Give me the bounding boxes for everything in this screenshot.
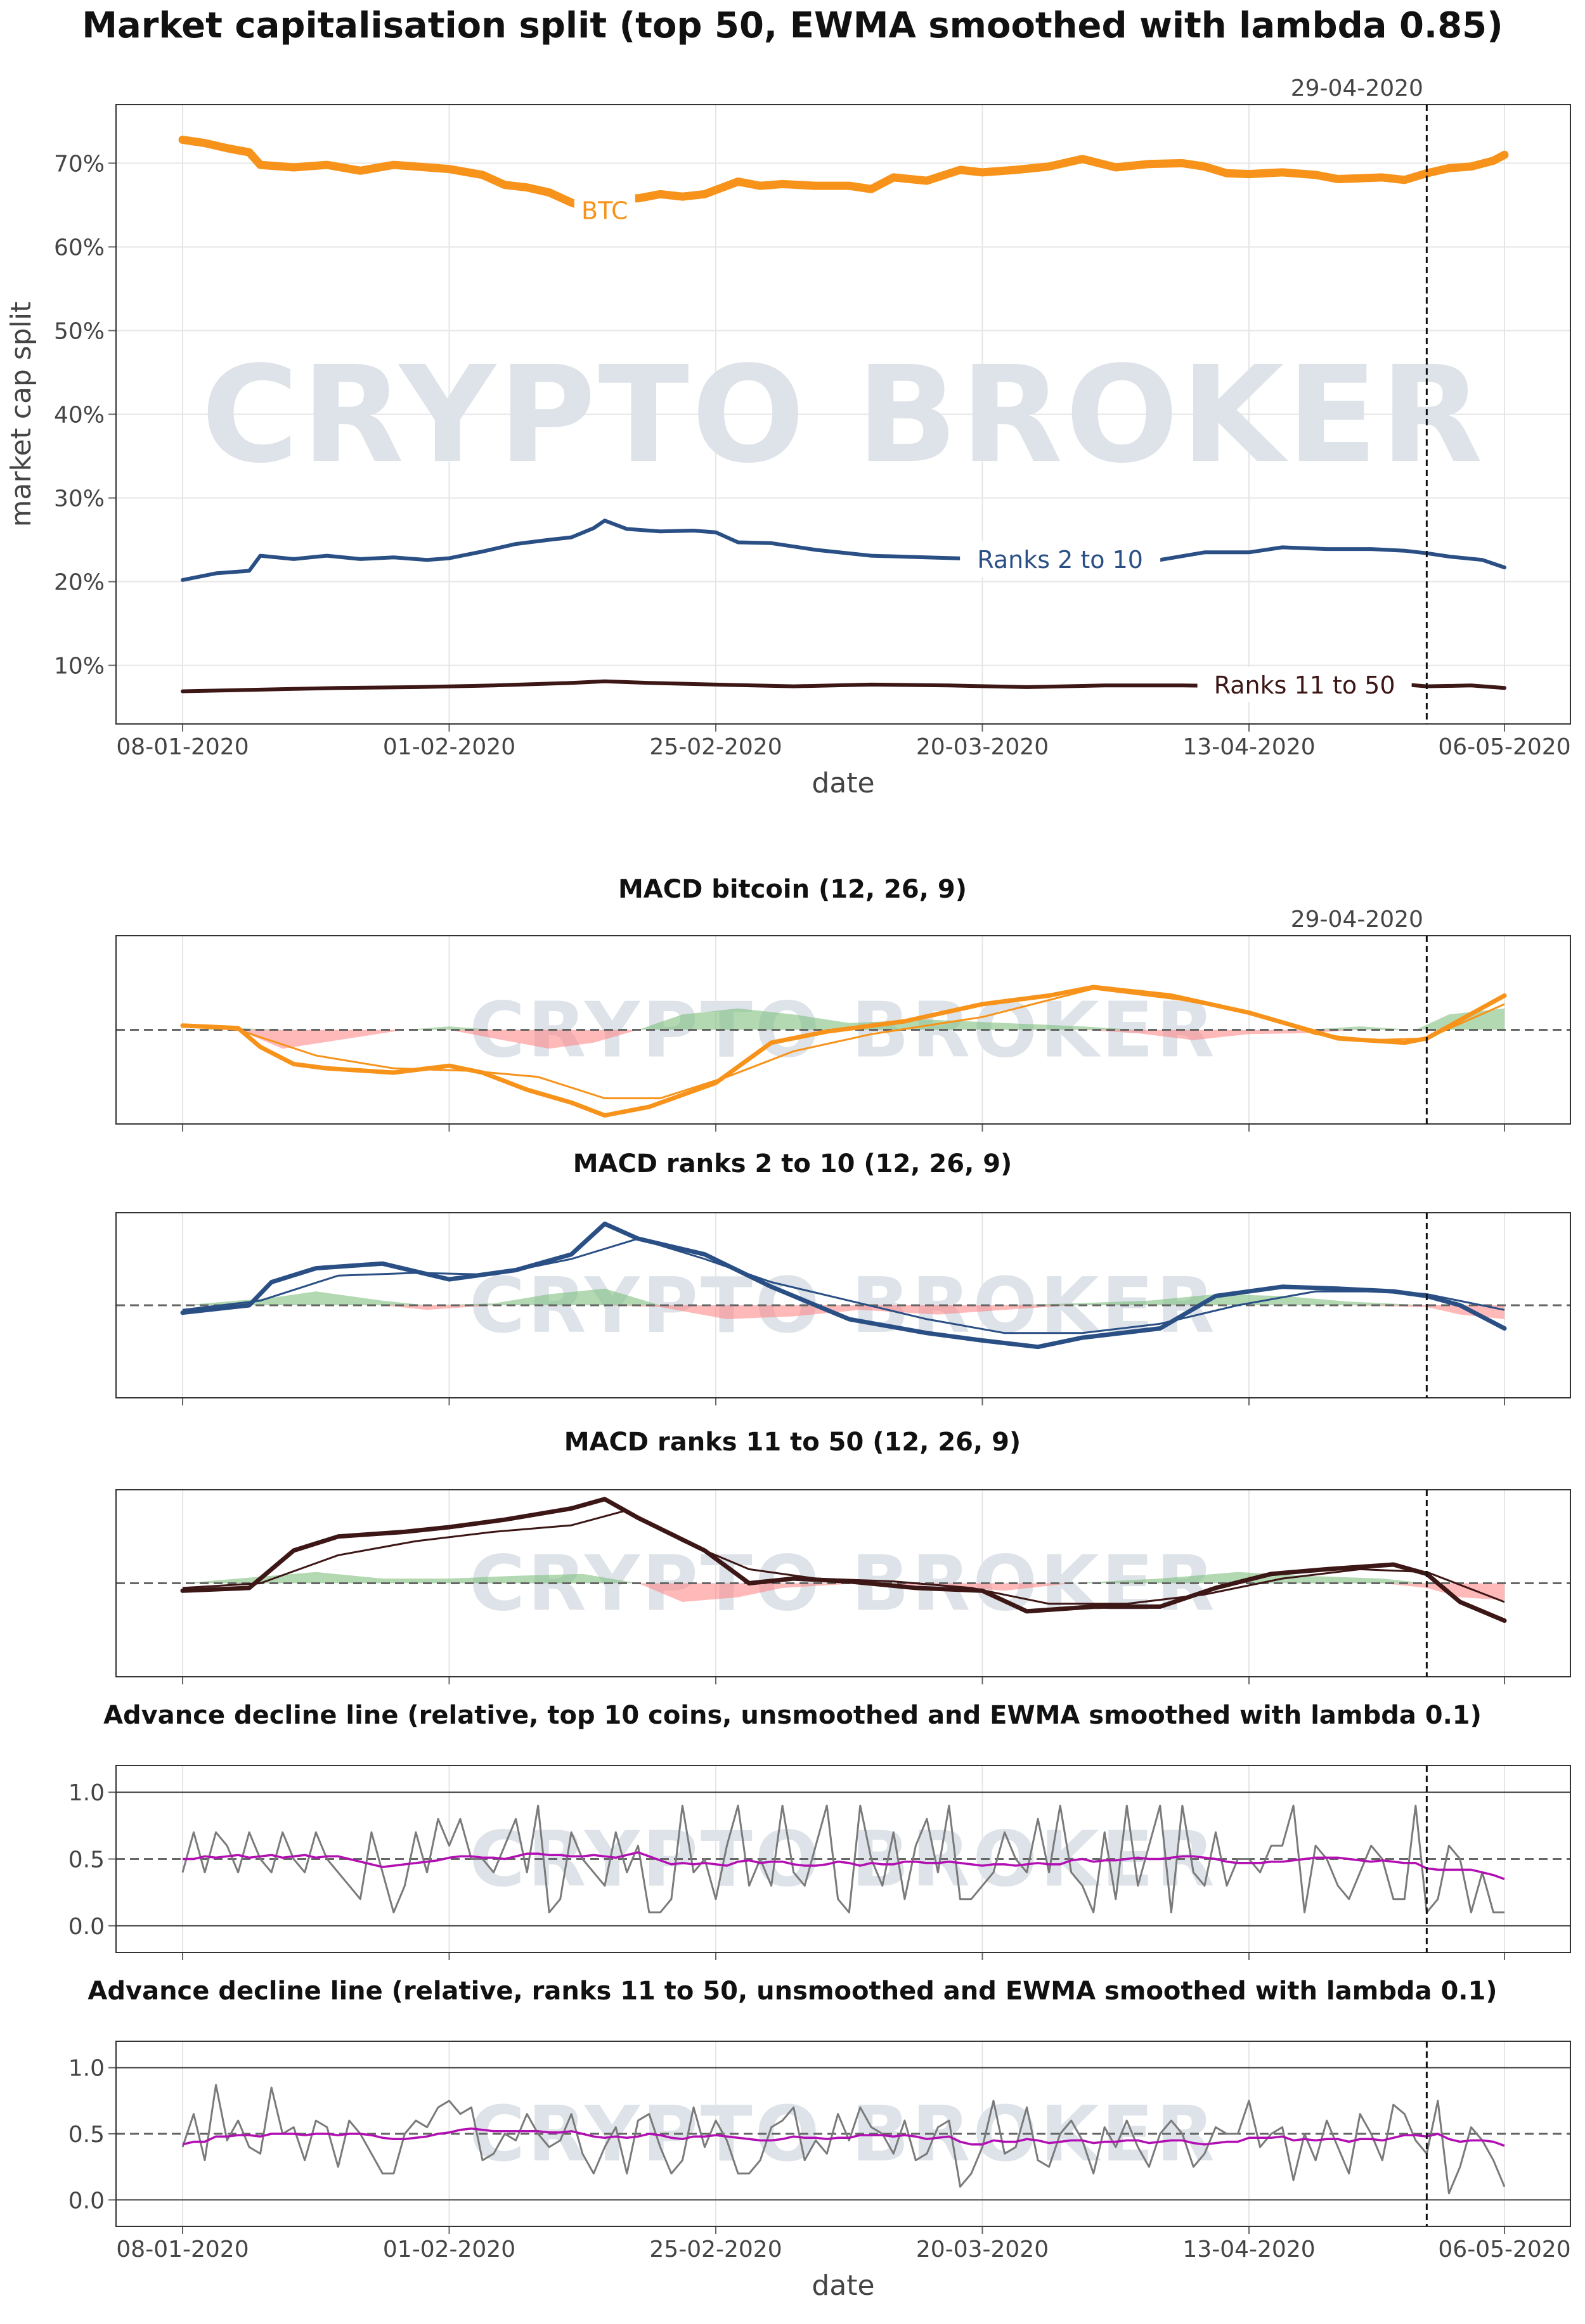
bottom-x-axis-label: date (812, 2269, 874, 2302)
main-watermark: CRYPTO BROKER (201, 337, 1485, 493)
macd-ranks-11-50-title: MACD ranks 11 to 50 (12, 26, 9) (564, 1428, 1021, 1457)
main-xtick-label: 13-04-2020 (1182, 734, 1315, 760)
main-ytick-label: 20% (54, 570, 105, 596)
adl-ranks-11-50-title: Advance decline line (relative, ranks 11… (87, 1977, 1498, 2006)
main-title: Market capitalisation split (top 50, EWM… (82, 5, 1503, 46)
main-xtick-label: 01-02-2020 (383, 734, 515, 760)
adl-r11-frame (115, 2041, 1571, 2227)
main-xtick-label: 25-02-2020 (649, 734, 782, 760)
adl-r11-ytick-label: 0.5 (68, 2122, 105, 2148)
main-xtick-label: 20-03-2020 (916, 734, 1049, 760)
adl-top10-ytick-label: 1.0 (68, 1780, 105, 1806)
main-ytick-label: 10% (54, 654, 105, 680)
adl-r11-xtick-label: 20-03-2020 (916, 2237, 1049, 2263)
macd-btc-macd-line (180, 984, 1507, 1118)
main-ytick-label: 40% (54, 403, 105, 429)
adl-r11-xtick-label: 08-01-2020 (116, 2237, 249, 2263)
series-label-1: Ranks 2 to 10 (977, 546, 1143, 574)
series-label-bg-1 (960, 541, 1161, 577)
main-marker-label: 29-04-2020 (1291, 75, 1423, 101)
main-ytick-label: 60% (54, 235, 105, 261)
adl-top10-raw-line (181, 1804, 1504, 1914)
main-ytick-label: 70% (54, 151, 105, 177)
adl-r11-ytick-label: 1.0 (68, 2056, 105, 2082)
adl-r11-smoothed-line (182, 2127, 1505, 2147)
adl-top10-smoothed-line (183, 1851, 1505, 1880)
adl-top10-ytick-label: 0.5 (68, 1847, 105, 1873)
adl-r11-xtick-label: 13-04-2020 (1182, 2237, 1315, 2263)
main-xtick-label: 08-01-2020 (116, 734, 249, 760)
main-xtick-label: 06-05-2020 (1438, 734, 1570, 760)
macd-btc-frame (115, 935, 1571, 1125)
series-label-bg-2 (1197, 666, 1412, 702)
macd-r11-histogram-positive (183, 1572, 1504, 1584)
series-label-bg-0 (574, 192, 635, 228)
main-ytick-label: 50% (54, 318, 105, 344)
main-x-axis-label: date (812, 767, 874, 799)
adl-top10-ytick-label: 0.0 (68, 1914, 105, 1940)
series-line-1 (181, 519, 1506, 582)
main-y-axis-label: market cap split (5, 302, 37, 527)
adl-r11-ytick-label: 0.0 (68, 2188, 105, 2214)
adl-r11-xtick-label: 25-02-2020 (649, 2237, 782, 2263)
macd-ranks-2-10-title: MACD ranks 2 to 10 (12, 26, 9) (573, 1149, 1012, 1178)
adl-r11-xtick-label: 06-05-2020 (1438, 2237, 1570, 2263)
macd-bitcoin-title: MACD bitcoin (12, 26, 9) (618, 875, 967, 904)
series-line-0 (178, 136, 1509, 214)
adl-top10-title: Advance decline line (relative, top 10 c… (103, 1701, 1482, 1730)
macd-r2-macd-line (180, 1222, 1507, 1350)
adl-top10-frame (115, 1765, 1571, 1953)
macd-r11-frame (115, 1489, 1571, 1677)
main-ytick-label: 30% (54, 486, 105, 512)
adl-r11-xtick-label: 01-02-2020 (383, 2237, 515, 2263)
macd-r2-frame (115, 1212, 1571, 1398)
series-label-2: Ranks 11 to 50 (1214, 671, 1395, 699)
macd-btc-marker-label: 29-04-2020 (1291, 907, 1423, 933)
macd-r2-histogram-negative (183, 1305, 1504, 1319)
macd-r11-macd-line (180, 1497, 1507, 1623)
main-frame (115, 104, 1571, 725)
macd-btc-histogram-negative (183, 1030, 1504, 1049)
macd-r2-histogram-positive (183, 1288, 1504, 1305)
series-label-0: BTC (581, 197, 628, 224)
macd-btc-histogram-positive (183, 1008, 1504, 1030)
